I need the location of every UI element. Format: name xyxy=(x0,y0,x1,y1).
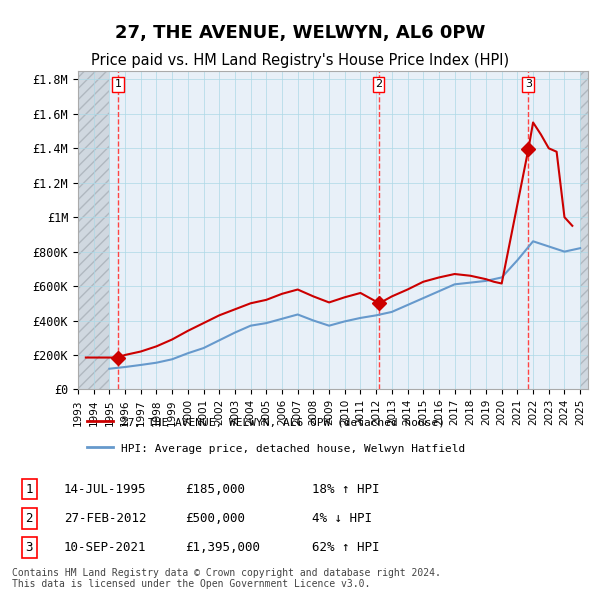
Text: This data is licensed under the Open Government Licence v3.0.: This data is licensed under the Open Gov… xyxy=(12,579,370,589)
Text: HPI: Average price, detached house, Welwyn Hatfield: HPI: Average price, detached house, Welw… xyxy=(121,444,466,454)
Bar xyxy=(78,71,109,389)
Text: 1: 1 xyxy=(26,483,33,496)
Text: 2: 2 xyxy=(26,512,33,525)
Text: 10-SEP-2021: 10-SEP-2021 xyxy=(64,541,146,554)
Bar xyxy=(580,71,588,389)
Text: 3: 3 xyxy=(26,541,33,554)
Text: 14-JUL-1995: 14-JUL-1995 xyxy=(64,483,146,496)
Text: 2: 2 xyxy=(375,80,382,90)
Text: 18% ↑ HPI: 18% ↑ HPI xyxy=(311,483,379,496)
Text: £1,395,000: £1,395,000 xyxy=(185,541,260,554)
Text: Contains HM Land Registry data © Crown copyright and database right 2024.: Contains HM Land Registry data © Crown c… xyxy=(12,568,441,578)
Text: £500,000: £500,000 xyxy=(185,512,245,525)
Text: 62% ↑ HPI: 62% ↑ HPI xyxy=(311,541,379,554)
Text: 3: 3 xyxy=(525,80,532,90)
Text: 27-FEB-2012: 27-FEB-2012 xyxy=(64,512,146,525)
Text: 4% ↓ HPI: 4% ↓ HPI xyxy=(311,512,371,525)
Text: 1: 1 xyxy=(115,80,121,90)
Text: Price paid vs. HM Land Registry's House Price Index (HPI): Price paid vs. HM Land Registry's House … xyxy=(91,53,509,68)
Text: 27, THE AVENUE, WELWYN, AL6 0PW (detached house): 27, THE AVENUE, WELWYN, AL6 0PW (detache… xyxy=(121,418,445,428)
Text: £185,000: £185,000 xyxy=(185,483,245,496)
Text: 27, THE AVENUE, WELWYN, AL6 0PW: 27, THE AVENUE, WELWYN, AL6 0PW xyxy=(115,24,485,42)
